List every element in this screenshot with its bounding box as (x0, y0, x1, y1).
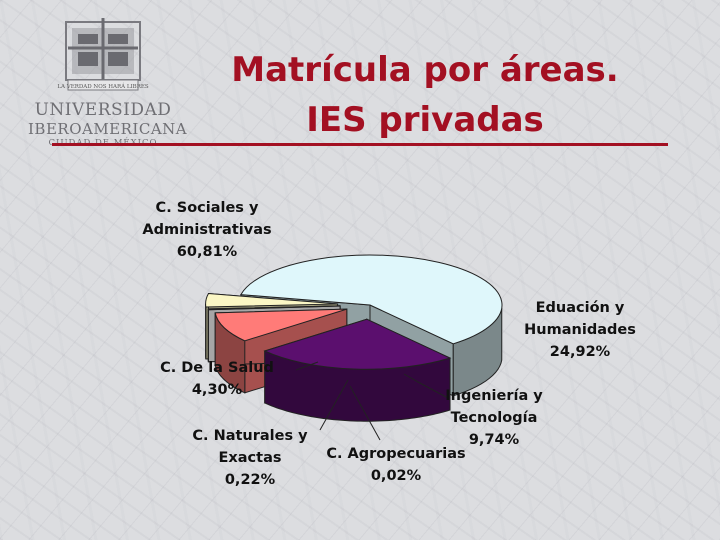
label-salud-line: C. De la Salud (160, 360, 274, 376)
slice-educacion-humanidades-top (263, 318, 452, 370)
logo-motto: LA VERDAD NOS HARÁ LIBRES (57, 83, 149, 90)
label-educacion-humanidades-line: Humanidades (524, 322, 636, 338)
slice-ingenieria-tecnologia-top (214, 308, 347, 342)
slice-salud-top (205, 293, 338, 308)
label-naturales-exactas-line: 0,22% (225, 472, 276, 488)
label-agropecuarias-line: C. Agropecuarias (326, 446, 465, 462)
label-agropecuarias: C. Agropecuarias 0,02% (326, 446, 465, 484)
label-sociales-administrativas-line: Administrativas (142, 222, 271, 238)
logo-wordmark-line2: IBEROAMERICANA (28, 120, 188, 138)
label-ingenieria-tecnologia-line: Ingeniería y (445, 388, 543, 404)
label-sociales-administrativas-line: C. Sociales y (156, 200, 259, 216)
title-underline (52, 143, 668, 146)
label-educacion-humanidades-line: Eduación y (536, 300, 625, 316)
crest-emblem: LA VERDAD NOS HARÁ LIBRES (57, 18, 149, 91)
label-naturales-exactas-line: Exactas (219, 450, 282, 466)
pie-slices (205, 254, 503, 422)
label-ingenieria-tecnologia: Ingeniería y Tecnología 9,74% (445, 388, 543, 448)
leader-lines (295, 361, 449, 441)
label-salud: C. De la Salud 4,30% (160, 360, 274, 398)
label-salud-line: 4,30% (192, 382, 243, 398)
label-sociales-administrativas: C. Sociales y Administrativas 60,81% (142, 200, 271, 260)
slide-title-line2: IES privadas (306, 100, 544, 140)
label-educacion-humanidades: Eduación y Humanidades 24,92% (524, 300, 636, 360)
logo-wordmark-line1: UNIVERSIDAD (34, 100, 172, 120)
label-naturales-exactas-line: C. Naturales y (192, 428, 308, 444)
leader-line-salud (295, 361, 319, 371)
leader-line-agropecuarias (349, 385, 381, 441)
label-ingenieria-tecnologia-line: 9,74% (469, 432, 520, 448)
label-naturales-exactas: C. Naturales y Exactas 0,22% (192, 428, 308, 488)
label-sociales-administrativas-line: 60,81% (177, 244, 238, 260)
slice-labels: C. Sociales y Administrativas 60,81% Eduaci… (142, 200, 635, 488)
label-ingenieria-tecnologia-line: Tecnología (451, 410, 538, 426)
slice-educacion-humanidades (263, 318, 452, 422)
leader-line-naturales-exactas (319, 379, 349, 431)
label-agropecuarias-line: 0,02% (371, 468, 422, 484)
slice-agropecuarias-top (207, 305, 341, 311)
slide-title-line1: Matrícula por áreas. (231, 50, 619, 90)
leader-line-ingenieria-tecnologia (403, 373, 449, 399)
slice-sociales-administrativas-top (240, 254, 503, 345)
label-educacion-humanidades-line: 24,92% (550, 344, 611, 360)
